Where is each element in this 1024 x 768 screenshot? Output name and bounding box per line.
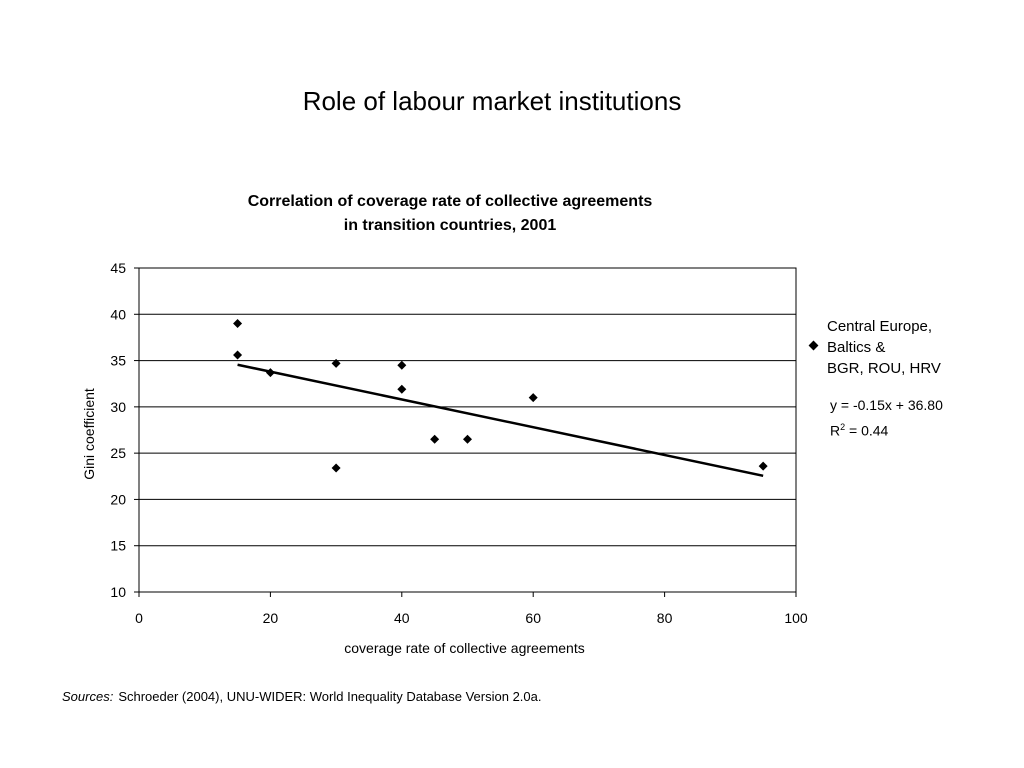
data-point [430,434,440,444]
sources-note: Sources: Schroeder (2004), UNU-WIDER: Wor… [62,689,542,704]
legend-line-1: Central Europe, [827,318,933,335]
x-axis-label: coverage rate of collective agreements [344,640,584,656]
y-tick-label: 25 [110,445,126,461]
trendline [237,363,764,478]
chart-title: Correlation of coverage rate of collecti… [140,190,760,238]
data-point [331,463,341,473]
y-tick-label: 45 [110,260,126,276]
slide-title: Role of labour market institutions [302,86,682,116]
chart-title-line-1: Correlation of coverage rate of collecti… [247,193,653,210]
sources-label: Sources: [62,689,114,704]
data-point [463,434,472,444]
x-tick-label: 80 [657,610,673,626]
regression-equation: y = -0.15x + 36.80 [830,397,943,413]
x-tick-label: 20 [263,610,279,626]
chart-title-line-2: in transition countries, 2001 [343,217,557,234]
x-tick-label: 100 [784,610,808,626]
data-point [397,360,407,370]
data-point [233,319,243,329]
data-point [233,350,243,360]
data-point [331,358,341,368]
legend-line-2: Baltics & [827,339,886,356]
y-tick-label: 20 [110,491,126,507]
x-tick-label: 60 [525,610,541,626]
y-tick-label: 35 [110,353,126,369]
data-point [265,368,275,378]
r-squared: R2 = 0.44 [830,422,889,439]
legend-label: Central Europe, Baltics & BGR, ROU, HRV [827,316,977,379]
y-axis-label: Gini coefficient [81,388,97,480]
y-tick-label: 40 [110,306,126,322]
plot-area [138,267,797,593]
data-point [758,461,768,471]
trendline-equation: y = -0.15x + 36.80 R2 = 0.44 [830,394,943,442]
y-tick-label: 15 [110,538,126,554]
legend-line-3: BGR, ROU, HRV [827,360,941,377]
y-tick-label: 10 [110,584,126,600]
y-tick-label: 30 [110,399,126,415]
x-tick-label: 0 [135,610,143,626]
data-point [528,393,538,403]
data-point [397,384,407,394]
x-tick-label: 40 [394,610,410,626]
sources-text: Schroeder (2004), UNU-WIDER: World Inequ… [118,689,542,704]
